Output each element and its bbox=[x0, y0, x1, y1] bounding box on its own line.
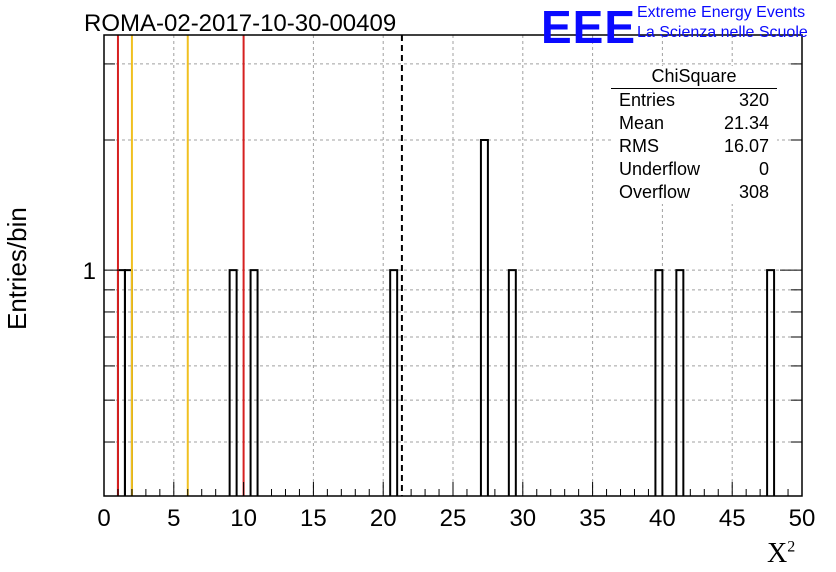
histogram-bin bbox=[116, 269, 126, 496]
histogram-bin bbox=[123, 269, 133, 496]
x-tick-label: 25 bbox=[440, 505, 467, 532]
histogram-bin bbox=[766, 269, 776, 496]
eee-logo: EEE bbox=[541, 1, 637, 53]
stats-row-overflow: Overflow 308 bbox=[619, 182, 769, 202]
stats-row-entries: Entries 320 bbox=[619, 90, 769, 110]
y-axis-label: Entries/bin bbox=[2, 207, 32, 330]
x-tick-label: 30 bbox=[509, 505, 536, 532]
x-tick-label: 20 bbox=[370, 505, 397, 532]
histogram-bin bbox=[389, 269, 399, 496]
stats-row-underflow: Underflow 0 bbox=[619, 159, 769, 179]
x-tick-label: 50 bbox=[789, 505, 816, 532]
logo-line-2: La Scienza nelle Scuole bbox=[637, 24, 808, 41]
stats-row-mean: Mean 21.34 bbox=[619, 113, 769, 133]
x-tick-label: 0 bbox=[97, 505, 110, 532]
x-tick-label: 10 bbox=[230, 505, 257, 532]
chart-title: ROMA-02-2017-10-30-00409 bbox=[84, 10, 397, 37]
histogram-bin bbox=[479, 139, 489, 496]
stats-title: ChiSquare bbox=[611, 66, 777, 89]
stats-box: ChiSquare Entries 320 Mean 21.34 RMS 16.07 … bbox=[611, 66, 777, 204]
x-axis-label: X2 bbox=[767, 538, 796, 569]
histogram-bin bbox=[228, 269, 238, 496]
x-tick-label: 5 bbox=[167, 505, 180, 532]
histogram-bin bbox=[654, 269, 664, 496]
stats-row-rms: RMS 16.07 bbox=[619, 136, 769, 156]
x-tick-label: 35 bbox=[579, 505, 606, 532]
logo-line-1: Extreme Energy Events bbox=[637, 4, 806, 21]
histogram-bin bbox=[249, 269, 259, 496]
y-tick-label: 1 bbox=[83, 258, 96, 285]
x-tick-label: 40 bbox=[649, 505, 676, 532]
histogram-bin bbox=[507, 269, 517, 496]
x-tick-label: 45 bbox=[719, 505, 746, 532]
x-tick-label: 15 bbox=[300, 505, 327, 532]
histogram-bin bbox=[675, 269, 685, 496]
